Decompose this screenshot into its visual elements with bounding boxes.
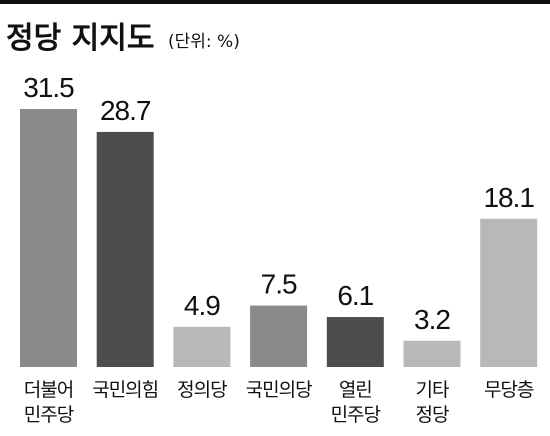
value-label: 7.5 — [261, 269, 297, 300]
chart-title: 정당 지지도 — [6, 21, 154, 56]
value-label: 31.5 — [23, 72, 74, 103]
category-label: 열린 민주당 — [330, 379, 381, 426]
value-label: 4.9 — [184, 290, 220, 321]
bar — [20, 109, 77, 367]
category-label: 정의당 — [177, 379, 227, 401]
bar — [403, 340, 461, 367]
value-label: 28.7 — [100, 95, 151, 126]
category-label: 국민의당 — [245, 379, 313, 401]
bar — [96, 131, 154, 367]
value-label: 18.1 — [483, 182, 534, 213]
bar — [250, 305, 308, 367]
value-label: 6.1 — [337, 280, 373, 311]
top-rule — [0, 0, 550, 4]
category-label: 기타 정당 — [415, 379, 450, 426]
bar — [480, 218, 538, 367]
category-label: 더불어 민주당 — [23, 379, 74, 426]
category-label: 무당층 — [483, 379, 534, 401]
bar — [173, 326, 231, 367]
value-label: 3.2 — [414, 304, 450, 335]
category-label: 국민의힘 — [92, 379, 159, 401]
bar — [326, 317, 384, 367]
chart-subtitle: (단위: %) — [168, 32, 240, 52]
